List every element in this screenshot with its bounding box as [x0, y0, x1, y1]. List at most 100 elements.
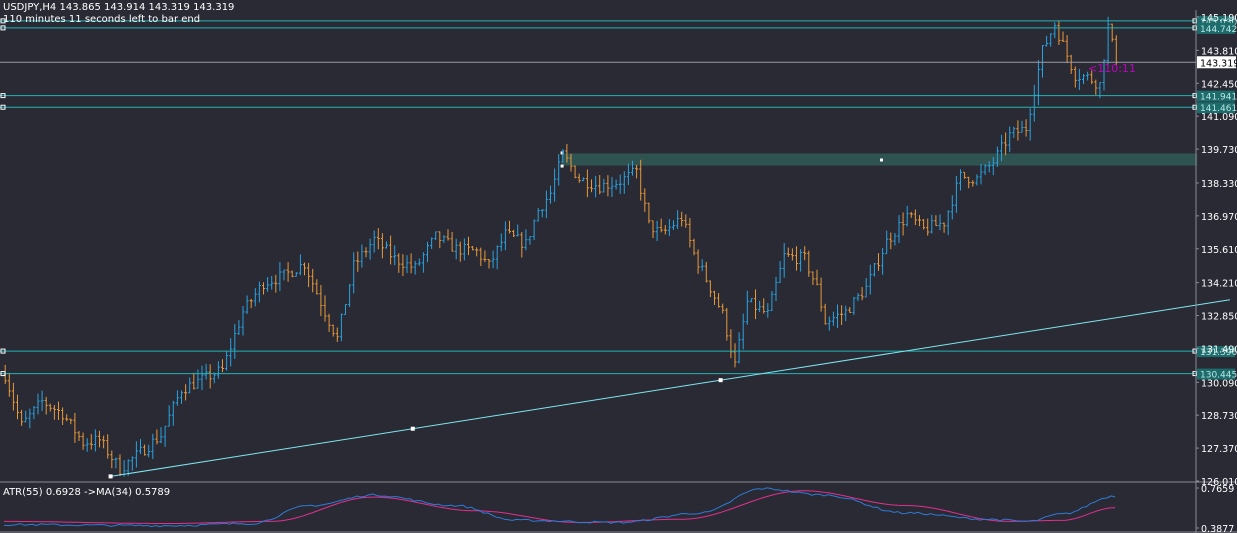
level-price-label: 145.030	[1200, 18, 1237, 28]
candle	[717, 293, 721, 308]
candle	[1090, 70, 1094, 85]
level-line[interactable]: 131.396	[0, 346, 1237, 358]
candle	[327, 313, 331, 332]
candle	[926, 218, 930, 236]
candle	[881, 247, 885, 275]
candle	[495, 245, 499, 270]
candle	[85, 438, 89, 452]
candle	[610, 176, 614, 197]
candle	[725, 307, 729, 341]
candle	[754, 289, 757, 320]
candle	[290, 270, 294, 278]
candle	[266, 277, 270, 292]
candle	[774, 276, 778, 302]
candle	[918, 215, 921, 227]
candle	[245, 295, 249, 314]
candle	[778, 261, 782, 283]
level-line[interactable]: 145.030	[0, 15, 1237, 28]
candle	[598, 175, 602, 195]
candle	[278, 262, 282, 292]
level-line[interactable]: 130.445	[0, 368, 1237, 381]
candle	[696, 249, 700, 274]
candle	[1086, 71, 1090, 81]
candle	[1073, 66, 1077, 88]
candle	[819, 277, 823, 312]
candle	[762, 298, 766, 314]
level-line[interactable]: 141.461	[0, 102, 1237, 114]
candle	[557, 154, 561, 186]
price-tick-label: 128.730	[1201, 411, 1237, 422]
trendline[interactable]	[108, 299, 1230, 479]
indicator-tick-label: 0.3877	[1201, 524, 1234, 533]
level-line[interactable]: 144.742	[0, 22, 1237, 35]
price-tick-label: 134.210	[1201, 279, 1237, 290]
candle	[184, 384, 188, 401]
candle	[450, 231, 454, 252]
candle	[1000, 134, 1003, 162]
candle	[225, 351, 229, 371]
candle	[237, 320, 241, 335]
candle	[995, 146, 999, 167]
candle	[442, 235, 446, 243]
candle	[831, 311, 835, 326]
candle	[565, 143, 569, 163]
candle	[89, 434, 93, 450]
candle	[491, 250, 495, 269]
candle	[298, 254, 302, 276]
candle	[487, 258, 491, 269]
level-line[interactable]: 141.941	[0, 90, 1237, 103]
candle	[602, 178, 606, 193]
candle	[315, 279, 319, 295]
level-price-tag	[1197, 90, 1235, 102]
candle	[938, 214, 942, 231]
candle	[549, 185, 552, 204]
candle	[69, 418, 73, 425]
candle	[688, 218, 692, 248]
candle	[684, 214, 688, 228]
candle	[1020, 120, 1024, 133]
candle	[909, 211, 913, 218]
candle	[786, 247, 790, 257]
candle	[721, 303, 725, 314]
candle	[758, 300, 762, 312]
candle	[561, 149, 565, 163]
candle	[28, 408, 32, 429]
candle	[73, 412, 77, 443]
candle	[622, 171, 626, 194]
candle	[934, 215, 938, 227]
candle	[848, 306, 852, 313]
candle	[569, 153, 573, 172]
zone-rect	[561, 153, 1198, 166]
candle	[729, 329, 733, 359]
candle	[192, 372, 196, 390]
bar-countdown-text: 110 minutes 11 seconds left to bar end	[3, 14, 201, 25]
trendline-stroke	[110, 299, 1230, 477]
candle	[590, 179, 593, 193]
candle	[1053, 22, 1057, 39]
price-tick-label: 138.330	[1201, 179, 1237, 190]
candle	[946, 210, 950, 235]
candle	[512, 229, 516, 238]
candle	[151, 433, 155, 459]
candle	[16, 394, 19, 420]
candle	[626, 163, 630, 185]
candle	[93, 429, 97, 452]
supply-demand-zone[interactable]	[560, 151, 1198, 168]
candle	[807, 250, 811, 277]
candle	[930, 214, 934, 234]
candle	[286, 262, 290, 282]
candle	[585, 169, 589, 198]
candle	[270, 275, 274, 290]
candle	[1049, 33, 1053, 47]
candle	[614, 179, 618, 190]
candle	[1106, 16, 1110, 67]
price-tick-label: 143.810	[1201, 46, 1237, 57]
candle	[360, 244, 364, 268]
candle	[175, 390, 179, 406]
candle	[1045, 35, 1049, 47]
candle	[606, 175, 610, 197]
candle	[426, 241, 429, 263]
level-handle-left	[0, 18, 6, 24]
